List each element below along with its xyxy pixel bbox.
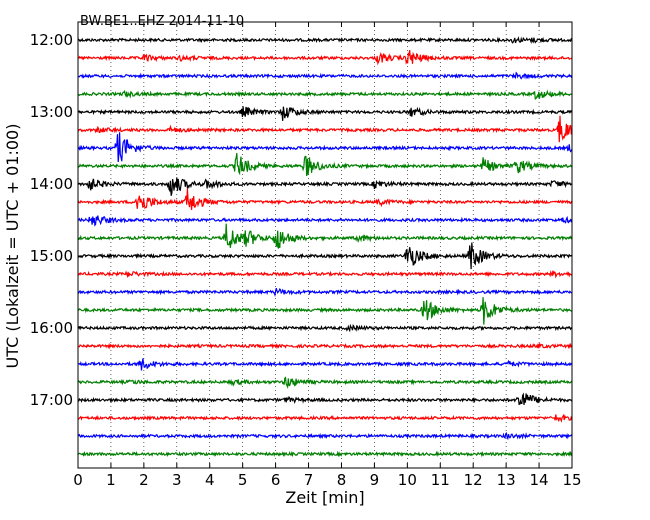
- trace-line-3: [77, 89, 573, 100]
- trace-line-22: [77, 431, 573, 441]
- trace-line-18: [77, 358, 573, 371]
- trace-line-0: [77, 36, 572, 45]
- x-tick-label: 15: [562, 471, 581, 489]
- plot-frame: [77, 21, 573, 469]
- x-tick-label: 7: [304, 471, 314, 489]
- x-tick-label: 11: [431, 471, 450, 489]
- trace-line-1: [77, 50, 573, 66]
- y-tick-label: 12:00: [30, 31, 73, 49]
- trace-line-21: [77, 413, 573, 423]
- x-tick-label: 14: [530, 471, 549, 489]
- trace-line-6: [77, 132, 573, 163]
- trace-line-13: [77, 270, 573, 279]
- y-axis-ticks: 12:00 13:00 14:00 15:00 16:00 17:00: [30, 31, 572, 409]
- x-tick-label: 12: [464, 471, 483, 489]
- trace-line-16: [77, 323, 573, 333]
- trace-line-2: [77, 71, 573, 80]
- x-tick-label: 13: [497, 471, 516, 489]
- x-tick-label: 2: [139, 471, 149, 489]
- trace-line-8: [77, 177, 573, 196]
- x-tick-label: 6: [271, 471, 281, 489]
- trace-line-4: [77, 106, 573, 121]
- x-tick-label: 3: [172, 471, 182, 489]
- y-axis-title: UTC (Lokalzeit = UTC + 01:00): [3, 124, 22, 369]
- trace-line-9: [77, 188, 573, 210]
- trace-line-19: [77, 376, 573, 390]
- x-tick-label: 10: [398, 471, 417, 489]
- x-tick-label: 8: [337, 471, 347, 489]
- trace-line-7: [77, 153, 572, 177]
- x-tick-label: 4: [205, 471, 215, 489]
- x-axis-title: Zeit [min]: [285, 488, 364, 507]
- y-tick-label: 14:00: [30, 175, 73, 193]
- trace-line-5: [77, 115, 573, 143]
- x-tick-label: 5: [238, 471, 248, 489]
- y-tick-label: 15:00: [30, 247, 73, 265]
- trace-line-10: [77, 215, 573, 227]
- trace-line-23: [77, 450, 573, 458]
- y-tick-label: 16:00: [30, 319, 73, 337]
- trace-line-14: [77, 288, 573, 298]
- trace-line-11: [77, 223, 573, 249]
- x-tick-label: 9: [370, 471, 380, 489]
- y-tick-label: 13:00: [30, 103, 73, 121]
- x-tick-label: 1: [106, 471, 116, 489]
- y-tick-label: 17:00: [30, 391, 73, 409]
- trace-line-15: [78, 297, 572, 325]
- seismogram-traces: [77, 36, 573, 458]
- trace-line-20: [77, 392, 573, 406]
- trace-line-17: [77, 342, 573, 350]
- trace-line-12: [77, 242, 573, 270]
- x-tick-label: 0: [73, 471, 83, 489]
- x-axis-ticks: 0 1 2 3 4 5 6 7 8 9 10 11 12 13 14 15: [73, 22, 582, 489]
